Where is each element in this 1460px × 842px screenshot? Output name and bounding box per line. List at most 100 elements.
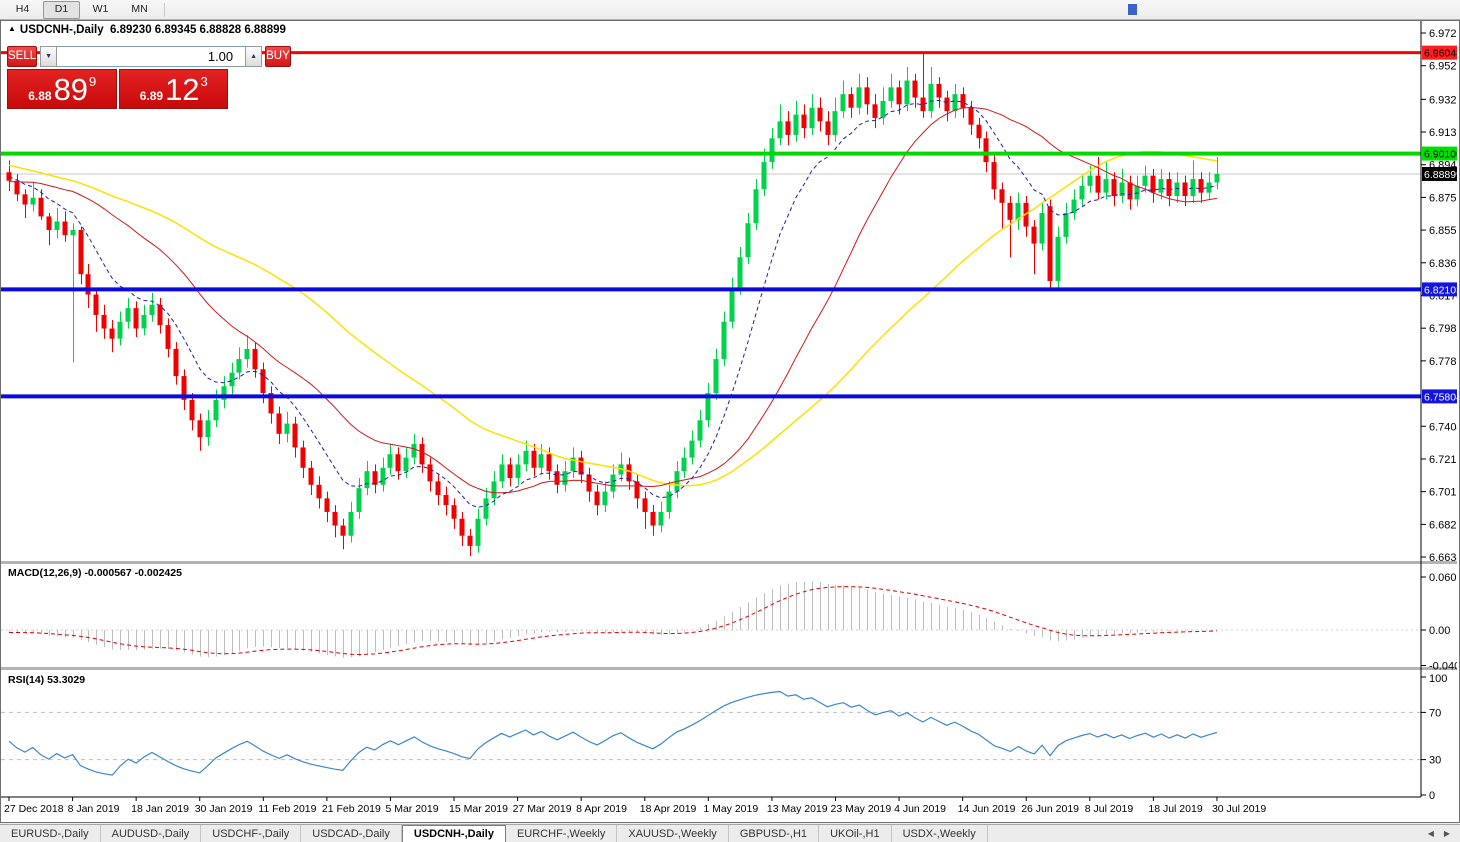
timeframe-button-w1[interactable]: W1 xyxy=(92,2,109,15)
date-label: 8 Apr 2019 xyxy=(576,803,627,815)
sell-price-pip: 9 xyxy=(89,73,97,89)
tab-scroll-left-icon[interactable]: ◀ xyxy=(1427,829,1434,838)
candle-body xyxy=(538,454,544,468)
panel-divider[interactable] xyxy=(1,667,1457,670)
candle-body xyxy=(38,197,44,217)
price-badge-label: 6.90100 xyxy=(1424,149,1457,161)
candle-body xyxy=(697,420,703,441)
chart-tab[interactable]: EURCHF-,Weekly xyxy=(506,825,618,842)
candle-body xyxy=(753,189,759,224)
sell-price-main: 89 xyxy=(53,71,89,107)
candle-body xyxy=(165,325,171,349)
candle-body xyxy=(594,491,600,506)
price-tick-label: 6.83670 xyxy=(1429,258,1457,270)
macd-signal-line xyxy=(9,586,1217,656)
candle-body xyxy=(546,454,552,472)
date-label: 13 May 2019 xyxy=(767,803,828,815)
candle-body xyxy=(244,348,250,360)
volume-decrease-button[interactable]: ▼ xyxy=(40,46,58,67)
arrow-down-icon: ▼ xyxy=(45,53,53,60)
candle-body xyxy=(983,138,989,163)
candle-body xyxy=(451,505,457,519)
candle-body xyxy=(840,94,846,112)
candle-body xyxy=(515,464,521,478)
date-label: 23 May 2019 xyxy=(830,803,891,815)
candle-body xyxy=(817,107,823,122)
candle-body xyxy=(666,491,672,512)
panel-divider[interactable] xyxy=(1,561,1457,564)
macd-indicator-label: MACD(12,26,9) -0.000567 -0.002425 xyxy=(8,567,182,579)
rsi-panel xyxy=(1,690,1421,776)
candle-body xyxy=(340,525,346,536)
chart-tab[interactable]: EURUSD-,Daily xyxy=(0,825,101,842)
candle-body xyxy=(1119,182,1125,197)
candle-body xyxy=(1047,206,1053,281)
candle-body xyxy=(737,257,743,288)
candle-body xyxy=(435,481,441,495)
chart-tab[interactable]: XAUUSD-,Weekly xyxy=(617,825,729,842)
candle-body xyxy=(1182,182,1188,197)
candle-body xyxy=(562,471,568,485)
candle-body xyxy=(658,511,664,526)
chart-title: ▲ USDCNH-,Daily 6.89230 6.89345 6.88828 6… xyxy=(8,24,286,36)
sell-price-box[interactable]: 6.88 89 9 xyxy=(7,69,117,109)
macd-scale-label: -0.040415 xyxy=(1429,660,1457,672)
price-tick-label: 6.74045 xyxy=(1429,421,1457,433)
price-badge xyxy=(1422,146,1457,161)
candle-body xyxy=(46,216,52,231)
rsi-scale-label: 0 xyxy=(1429,790,1435,802)
timeframe-button-d1[interactable]: D1 xyxy=(43,0,80,19)
candle-body xyxy=(1063,213,1069,237)
candle-body xyxy=(610,474,616,492)
candle-body xyxy=(117,321,123,339)
candle-body xyxy=(1103,179,1109,193)
date-label: 18 Jul 2019 xyxy=(1148,803,1202,815)
candle-body xyxy=(880,100,886,118)
chart-tab[interactable]: USDCAD-,Daily xyxy=(301,825,402,842)
candle-body xyxy=(832,111,838,135)
buy-price-box[interactable]: 6.89 12 3 xyxy=(118,69,228,109)
chart-tab[interactable]: AUDUSD-,Daily xyxy=(101,825,202,842)
chart-tab[interactable]: USDCNH-,Daily xyxy=(401,825,506,842)
chart-tab[interactable]: USDX-,Weekly xyxy=(892,825,988,842)
candle-body xyxy=(1198,179,1204,193)
candle-body xyxy=(705,393,711,421)
tab-scroll-right-icon[interactable]: ▶ xyxy=(1443,829,1450,838)
timeframe-button-mn[interactable]: MN xyxy=(131,2,148,15)
candle-body xyxy=(1079,185,1085,200)
chart-tab[interactable]: GBPUSD-,H1 xyxy=(729,825,820,842)
candle-body xyxy=(626,464,632,482)
ma-fast-line xyxy=(8,99,1218,508)
date-label: 21 Feb 2019 xyxy=(322,803,381,815)
candle-body xyxy=(157,304,163,326)
candle-body xyxy=(22,194,28,205)
macd-scale-label: 0.00 xyxy=(1429,625,1450,637)
candle-body xyxy=(713,359,719,394)
candle-body xyxy=(1015,202,1021,220)
candle-body xyxy=(960,94,966,108)
candle-body xyxy=(793,114,799,135)
candle-body xyxy=(1166,179,1172,197)
candle-body xyxy=(1214,173,1220,183)
chart-window: 6.972006.952756.932956.913706.894456.875… xyxy=(0,20,1460,823)
collapse-triangle-icon[interactable]: ▲ xyxy=(8,24,16,33)
buy-button[interactable]: BUY xyxy=(265,46,291,67)
sell-button[interactable]: SELL xyxy=(7,46,38,67)
volume-increase-button[interactable]: ▲ xyxy=(245,46,263,67)
volume-input[interactable] xyxy=(57,46,246,67)
date-label: 1 May 2019 xyxy=(703,803,758,815)
rsi-indicator-label: RSI(14) 53.3029 xyxy=(8,674,86,686)
price-tick-label: 6.97200 xyxy=(1429,28,1457,40)
chart-tab[interactable]: USDCHF-,Daily xyxy=(201,825,302,842)
chart-tab[interactable]: UKOil-,H1 xyxy=(819,825,892,842)
timeframe-button-h4[interactable]: H4 xyxy=(15,2,30,15)
candle-body xyxy=(1174,182,1180,197)
price-tick-label: 6.72120 xyxy=(1429,454,1457,466)
candle-body xyxy=(30,197,36,205)
candle-body xyxy=(332,511,338,526)
toolbar-separator xyxy=(164,2,165,17)
macd-panel xyxy=(1,581,1421,658)
candles-layer xyxy=(6,52,1220,557)
candle-body xyxy=(801,114,807,129)
date-label: 26 Jun 2019 xyxy=(1021,803,1079,815)
